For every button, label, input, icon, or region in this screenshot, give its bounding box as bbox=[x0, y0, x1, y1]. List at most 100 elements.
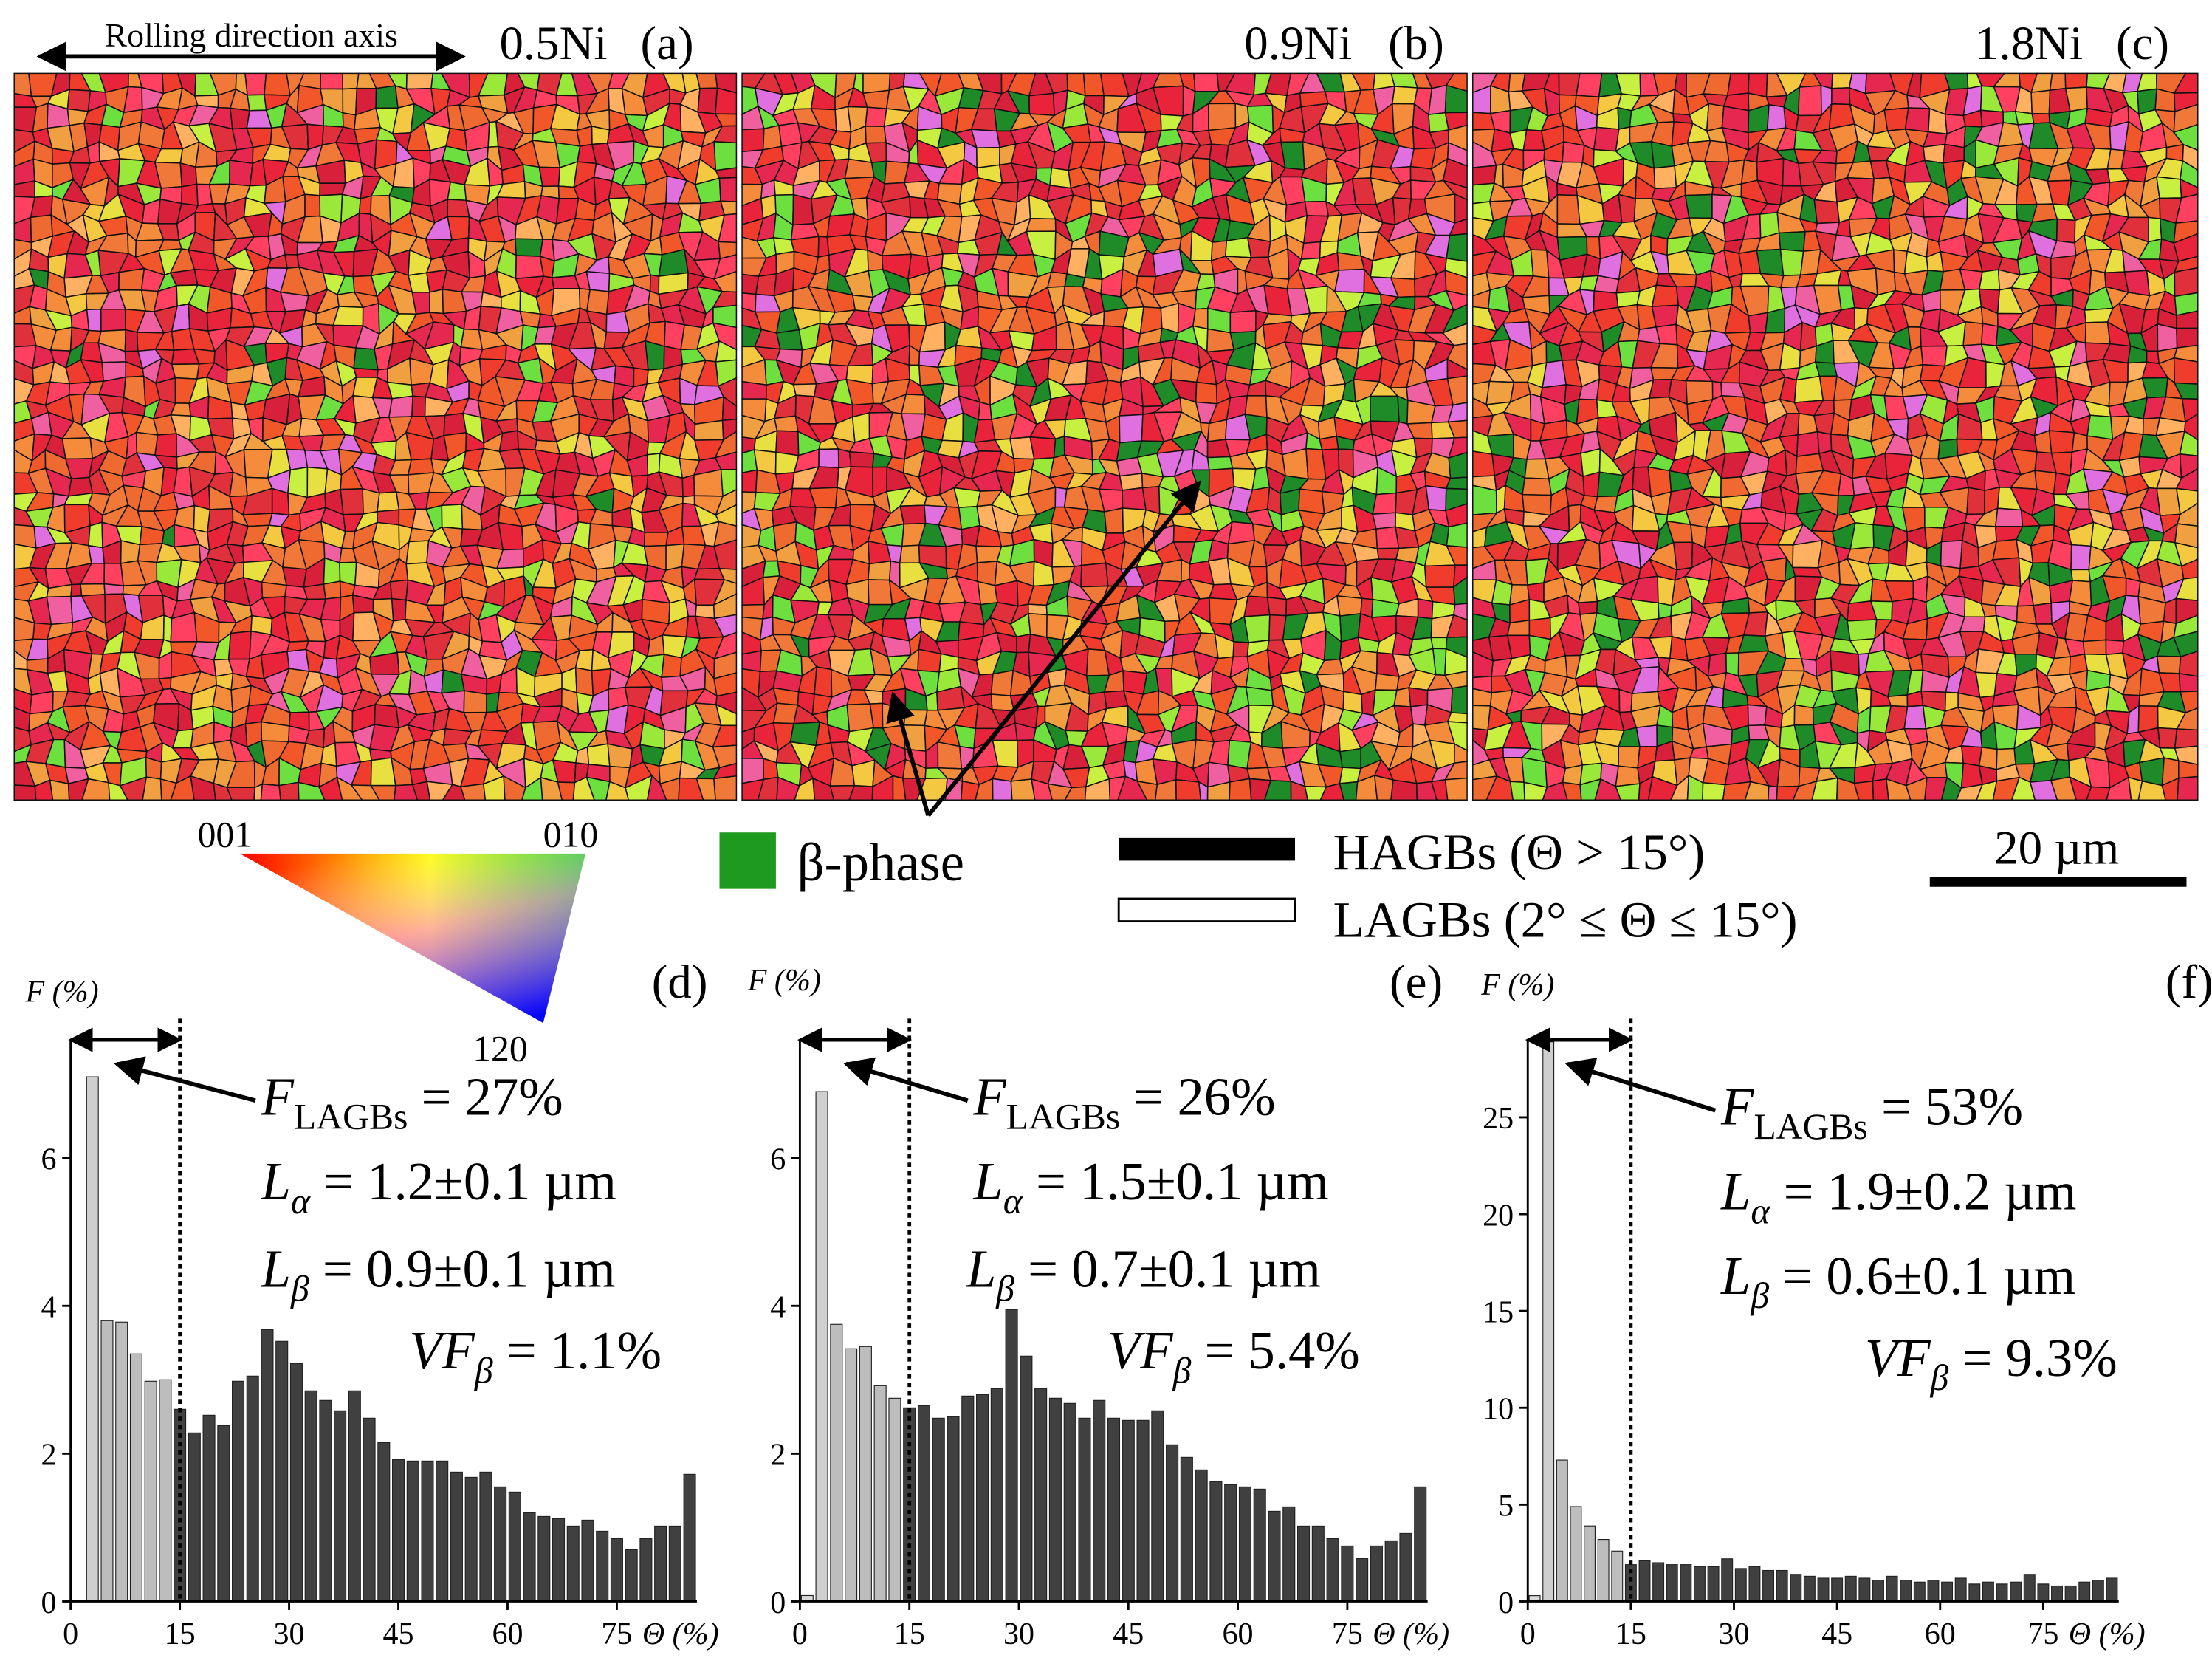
grain bbox=[1446, 233, 1468, 262]
bar bbox=[932, 1417, 945, 1603]
grain bbox=[1026, 217, 1057, 233]
annotation: FLAGBs = 27% bbox=[261, 1066, 563, 1137]
grain bbox=[13, 784, 37, 801]
grain bbox=[741, 603, 766, 620]
grain bbox=[135, 431, 159, 456]
ebsd-map bbox=[1471, 72, 2199, 801]
bar bbox=[363, 1417, 376, 1603]
y-tick-label: 6 bbox=[770, 1142, 786, 1176]
grain bbox=[713, 141, 738, 171]
grain bbox=[319, 182, 346, 196]
bar bbox=[159, 1379, 172, 1603]
grain bbox=[1298, 488, 1325, 515]
annotation: VFβ = 1.1% bbox=[409, 1320, 662, 1391]
grain bbox=[1904, 107, 1931, 133]
grain bbox=[100, 309, 126, 332]
bar bbox=[990, 1388, 1003, 1603]
y-tick-label: 4 bbox=[41, 1291, 57, 1325]
grain bbox=[1104, 507, 1124, 534]
grain bbox=[515, 255, 545, 280]
annotation-subscript: α bbox=[291, 1181, 311, 1222]
grain bbox=[118, 267, 145, 291]
bar bbox=[1268, 1510, 1281, 1603]
grain bbox=[1684, 193, 1713, 219]
x-tick-label: 30 bbox=[274, 1617, 305, 1651]
grain bbox=[1940, 539, 1963, 569]
grain bbox=[2176, 327, 2199, 349]
grain bbox=[247, 94, 267, 112]
grain bbox=[576, 125, 593, 147]
grain bbox=[1726, 72, 1750, 96]
grain bbox=[1390, 779, 1418, 801]
annotation: Lα = 1.5±0.1 µm bbox=[972, 1151, 1328, 1222]
panel-label: (e) bbox=[1390, 956, 1443, 1009]
grain bbox=[1651, 304, 1680, 328]
grain bbox=[241, 513, 273, 527]
grain bbox=[2177, 775, 2199, 801]
grain bbox=[1391, 86, 1418, 105]
bar bbox=[1356, 1558, 1369, 1603]
bar bbox=[100, 1320, 114, 1603]
grain bbox=[88, 521, 103, 549]
grain bbox=[990, 669, 1014, 696]
grain bbox=[1446, 522, 1468, 548]
x-tick-label: 75 bbox=[601, 1617, 632, 1651]
annotation-symbol: L bbox=[261, 1238, 291, 1298]
grain bbox=[1028, 92, 1055, 117]
grain bbox=[1765, 307, 1786, 334]
grain bbox=[1811, 777, 1838, 801]
grain bbox=[1010, 778, 1036, 801]
grain bbox=[1507, 620, 1531, 637]
bar bbox=[129, 1353, 142, 1603]
grain bbox=[1635, 724, 1658, 747]
key-corner: 010 bbox=[543, 814, 598, 854]
bar bbox=[1341, 1545, 1354, 1603]
annotation-arrow bbox=[113, 1056, 256, 1103]
bar bbox=[552, 1518, 566, 1603]
grain bbox=[1393, 687, 1412, 707]
grain bbox=[2141, 377, 2168, 399]
grain bbox=[2049, 72, 2067, 92]
bar bbox=[1384, 1540, 1398, 1603]
grain bbox=[1207, 103, 1237, 131]
lagb-label: LAGBs (2° ≤ Θ ≤ 15°) bbox=[1333, 892, 1798, 948]
grain bbox=[865, 106, 887, 127]
grain bbox=[1740, 159, 1759, 185]
grain bbox=[1792, 539, 1824, 569]
grain bbox=[405, 540, 430, 565]
x-axis-label: Θ (%) bbox=[1373, 1617, 1449, 1651]
bar bbox=[830, 1323, 843, 1603]
x-tick-label: 75 bbox=[1332, 1617, 1363, 1651]
grain bbox=[1225, 236, 1252, 258]
grain bbox=[1206, 419, 1228, 442]
grain bbox=[375, 85, 399, 109]
bar bbox=[86, 1076, 99, 1603]
map-label: (b) bbox=[1388, 17, 1444, 70]
bar bbox=[1063, 1402, 1076, 1603]
grain bbox=[848, 450, 875, 468]
grain bbox=[1339, 747, 1362, 770]
x-axis-label: Θ (%) bbox=[642, 1617, 719, 1651]
grain bbox=[498, 521, 524, 551]
bar bbox=[377, 1442, 391, 1603]
grain bbox=[1966, 487, 1985, 515]
grain bbox=[1960, 745, 1983, 767]
bar bbox=[246, 1375, 259, 1603]
grain bbox=[2156, 176, 2182, 199]
x-tick-label: 30 bbox=[1003, 1617, 1034, 1651]
bar bbox=[1078, 1417, 1091, 1603]
grain bbox=[925, 691, 938, 711]
bar bbox=[275, 1340, 289, 1603]
bar bbox=[348, 1390, 361, 1603]
grain bbox=[2105, 639, 2125, 656]
bar bbox=[1399, 1532, 1412, 1603]
grain bbox=[2064, 72, 2089, 89]
grain bbox=[29, 691, 54, 715]
grain bbox=[13, 180, 35, 199]
grain bbox=[1192, 307, 1209, 330]
grain bbox=[2157, 727, 2178, 749]
annotation: FLAGBs = 26% bbox=[972, 1066, 1275, 1137]
grain bbox=[1702, 781, 1726, 801]
